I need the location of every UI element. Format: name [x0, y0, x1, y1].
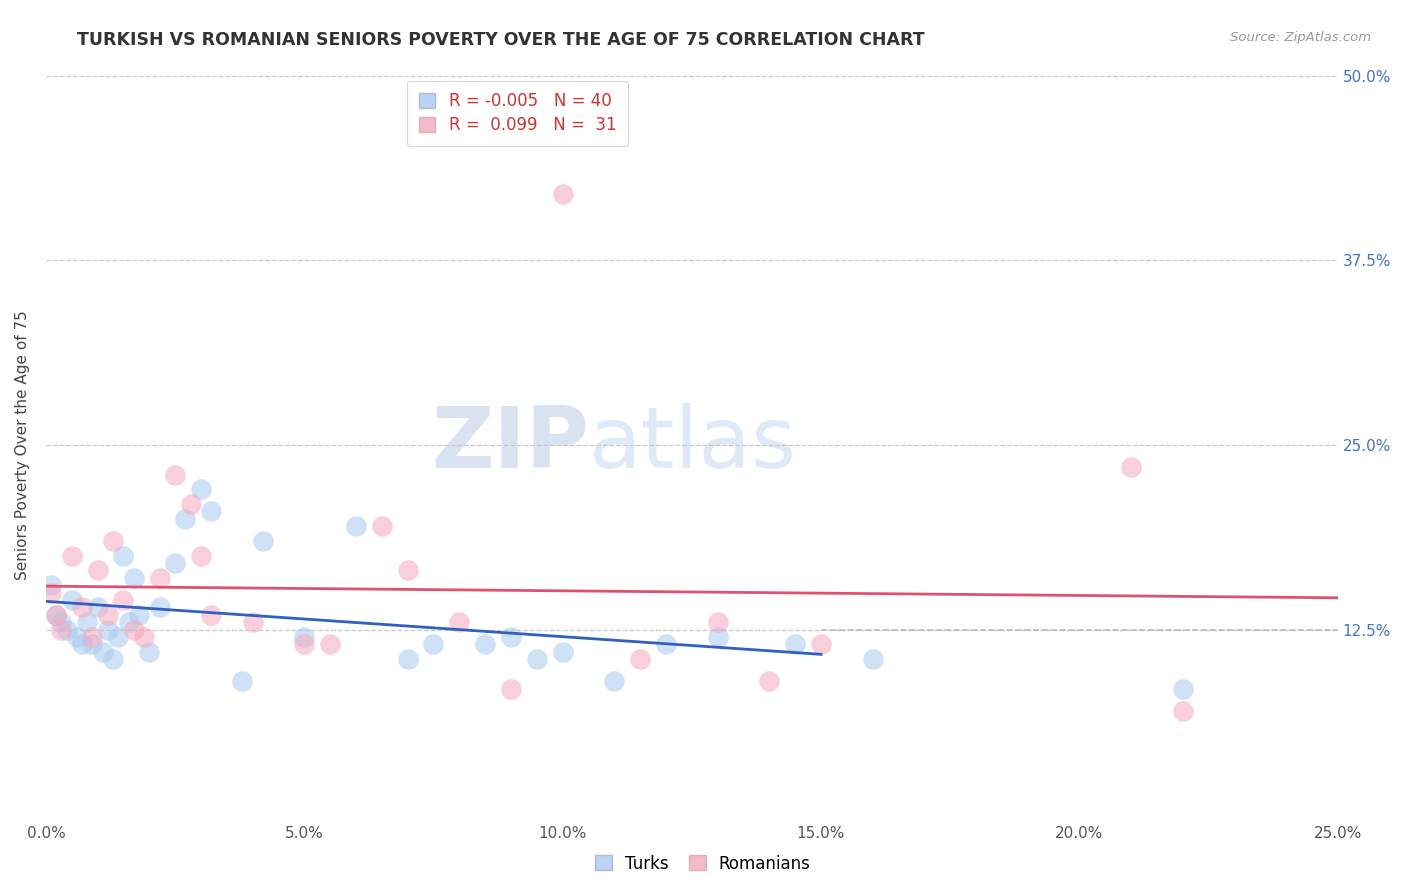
Point [190, 549, 212, 563]
Point [122, 571, 145, 585]
Point [862, 652, 884, 666]
Point [76, 615, 98, 629]
Text: ZIP: ZIP [430, 403, 589, 486]
Y-axis label: Seniors Poverty Over the Age of 75: Seniors Poverty Over the Age of 75 [15, 310, 30, 580]
Point [149, 571, 172, 585]
Point [112, 549, 135, 563]
Point [396, 564, 419, 578]
Point [45, 607, 67, 622]
Point [551, 186, 574, 201]
Legend: R = -0.005   N = 40, R =  0.099   N =  31: R = -0.005 N = 40, R = 0.099 N = 31 [406, 80, 628, 145]
Point [60, 549, 83, 563]
Point [138, 645, 160, 659]
Text: atlas: atlas [589, 403, 796, 486]
Point [1119, 460, 1142, 475]
Point [39, 578, 62, 592]
Point [200, 504, 222, 518]
Point [344, 519, 367, 533]
Point [66, 630, 89, 644]
Point [117, 615, 139, 629]
Point [55, 623, 77, 637]
Point [422, 637, 444, 651]
Point [319, 637, 342, 651]
Point [39, 585, 62, 599]
Point [70, 600, 93, 615]
Point [82, 630, 104, 644]
Point [706, 630, 728, 644]
Point [200, 607, 222, 622]
Point [165, 556, 187, 570]
Point [371, 519, 394, 533]
Point [190, 483, 212, 497]
Point [165, 467, 187, 482]
Point [252, 533, 274, 548]
Point [1171, 704, 1194, 718]
Point [758, 674, 780, 689]
Point [449, 615, 471, 629]
Point [45, 607, 67, 622]
Legend: Turks, Romanians: Turks, Romanians [589, 848, 817, 880]
Point [292, 630, 315, 644]
Point [706, 615, 728, 629]
Point [292, 637, 315, 651]
Point [112, 593, 135, 607]
Point [101, 652, 124, 666]
Point [134, 630, 156, 644]
Point [474, 637, 496, 651]
Point [107, 630, 129, 644]
Point [122, 623, 145, 637]
Point [70, 637, 93, 651]
Point [180, 497, 202, 511]
Text: Source: ZipAtlas.com: Source: ZipAtlas.com [1230, 31, 1371, 45]
Point [174, 512, 197, 526]
Point [60, 593, 83, 607]
Text: TURKISH VS ROMANIAN SENIORS POVERTY OVER THE AGE OF 75 CORRELATION CHART: TURKISH VS ROMANIAN SENIORS POVERTY OVER… [77, 31, 925, 49]
Point [51, 623, 73, 637]
Point [51, 615, 73, 629]
Point [91, 645, 114, 659]
Point [86, 564, 108, 578]
Point [499, 681, 522, 696]
Point [810, 637, 832, 651]
Point [1171, 681, 1194, 696]
Point [396, 652, 419, 666]
Point [551, 645, 574, 659]
Point [86, 600, 108, 615]
Point [101, 533, 124, 548]
Point [242, 615, 264, 629]
Point [82, 637, 104, 651]
Point [785, 637, 807, 651]
Point [526, 652, 548, 666]
Point [97, 623, 120, 637]
Point [628, 652, 651, 666]
Point [603, 674, 626, 689]
Point [499, 630, 522, 644]
Point [655, 637, 678, 651]
Point [128, 607, 150, 622]
Point [231, 674, 253, 689]
Point [97, 607, 120, 622]
Point [149, 600, 172, 615]
